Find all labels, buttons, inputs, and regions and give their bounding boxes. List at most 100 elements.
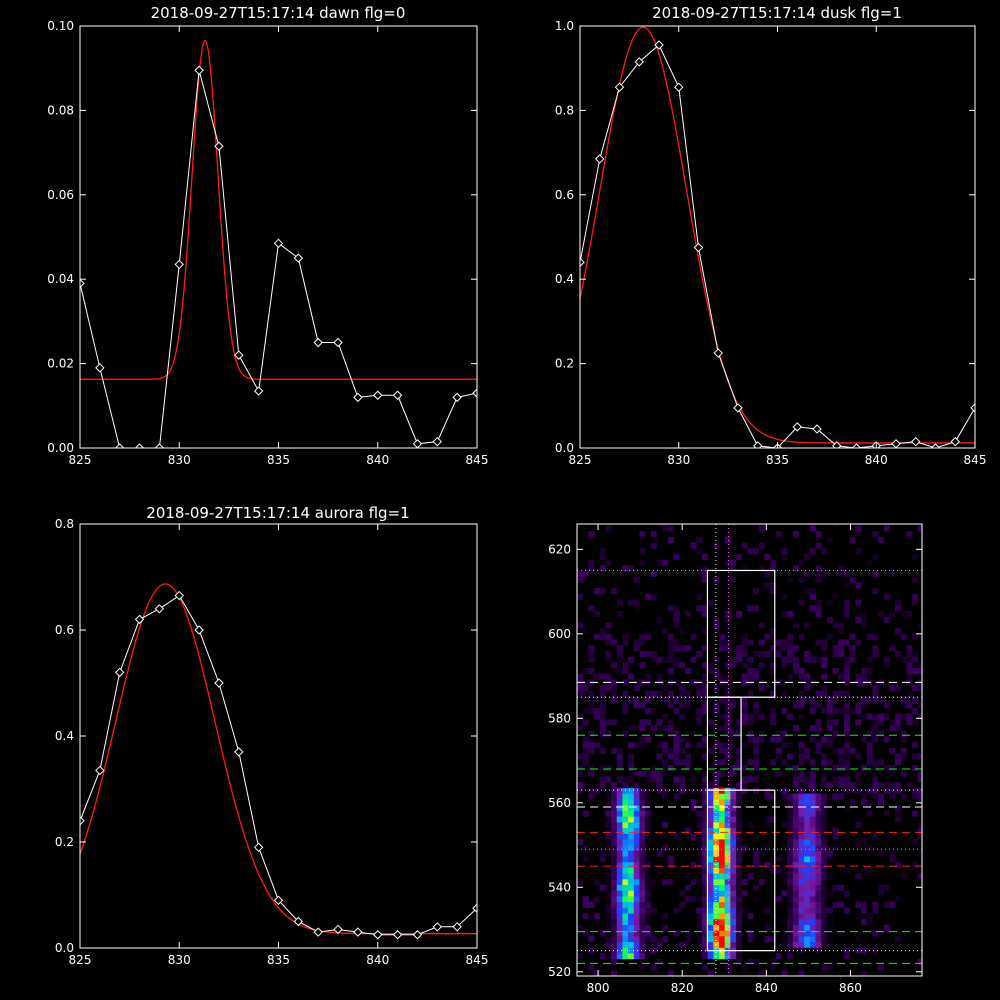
heatmap-cell — [809, 765, 816, 771]
heatmap-cell — [781, 690, 788, 697]
heatmap-cell — [588, 742, 595, 749]
heatmap-cell — [798, 918, 805, 925]
heatmap-cell — [639, 736, 646, 743]
heatmap-cell — [588, 793, 595, 800]
heatmap-cell — [741, 650, 748, 657]
heatmap-cell — [639, 702, 646, 709]
heatmap-cell — [719, 713, 725, 720]
heatmap-cell — [628, 833, 635, 840]
data-point — [353, 392, 363, 403]
heatmap-cell — [684, 827, 691, 834]
heatmap-cell — [843, 776, 850, 783]
heatmap-cell — [701, 707, 708, 714]
heatmap-cell — [736, 879, 743, 886]
heatmap-cell — [667, 730, 674, 737]
heatmap-cell — [798, 844, 805, 851]
heatmap-cell — [582, 719, 589, 726]
heatmap-cell — [679, 782, 686, 789]
heatmap-cell — [673, 736, 680, 743]
heatmap-cell — [815, 611, 822, 618]
heatmap-cell — [736, 753, 743, 760]
heatmap-cell — [855, 787, 862, 794]
heatmap-cell — [599, 713, 606, 720]
heatmap-cell — [809, 588, 816, 595]
heatmap-cell — [656, 958, 663, 965]
heatmap-cell — [758, 730, 765, 737]
heatmap-cell — [838, 793, 845, 800]
heatmap-cell — [849, 787, 856, 794]
heatmap-cell — [588, 702, 595, 709]
heatmap-cell — [633, 873, 640, 880]
heatmap-cell — [701, 936, 708, 943]
heatmap-cell — [599, 884, 606, 891]
heatmap-cell — [645, 901, 652, 908]
heatmap-cell — [673, 753, 680, 760]
heatmap-cell — [866, 747, 873, 754]
heatmap-cell — [701, 896, 708, 903]
heatmap-cell — [826, 713, 833, 720]
heatmap-cell — [656, 742, 663, 749]
heatmap-cell — [843, 713, 850, 720]
heatmap-cell — [798, 559, 805, 566]
heatmap-cell — [582, 844, 589, 851]
heatmap-cell — [611, 839, 618, 846]
heatmap-cell — [645, 736, 652, 743]
heatmap-cell — [826, 616, 833, 623]
heatmap-cell — [895, 650, 902, 657]
heatmap-cell — [605, 656, 612, 663]
heatmap-cell — [815, 599, 822, 606]
heatmap-cell — [730, 559, 737, 566]
data-point — [851, 443, 862, 448]
heatmap-cell — [815, 924, 822, 931]
heatmap-cell — [815, 867, 822, 874]
heatmap-cell — [753, 673, 760, 680]
heatmap-cell — [809, 924, 816, 931]
heatmap-cell — [895, 782, 902, 789]
heatmap-cell — [843, 690, 850, 697]
heatmap-cell — [821, 548, 828, 555]
heatmap-cell — [713, 867, 720, 874]
heatmap-cell — [633, 850, 640, 857]
heatmap-cell — [826, 793, 833, 800]
heatmap-cell — [736, 896, 743, 903]
heatmap-cell — [792, 907, 799, 914]
heatmap-cell — [809, 941, 816, 948]
heatmap-cell — [895, 804, 902, 811]
heatmap-cell — [582, 571, 589, 578]
heatmap-cell — [696, 685, 703, 692]
heatmap-cell — [747, 713, 754, 720]
heatmap-cell — [719, 770, 725, 777]
heatmap-cell — [673, 622, 680, 629]
heatmap-cell — [713, 879, 720, 886]
heatmap-cell — [719, 804, 725, 811]
heatmap-cell — [792, 725, 799, 732]
heatmap-cell — [736, 787, 743, 794]
heatmap-cell — [730, 839, 737, 846]
heatmap-cell — [792, 930, 799, 937]
heatmap-cell — [741, 844, 748, 851]
heatmap-cell — [912, 787, 919, 794]
heatmap-cell — [605, 936, 612, 943]
heatmap-cell — [798, 827, 805, 834]
heatmap-cell — [736, 930, 743, 937]
data-point — [392, 930, 403, 940]
heatmap-cell — [616, 645, 623, 652]
heatmap-cell — [798, 856, 805, 863]
heatmap-cell — [656, 719, 663, 726]
heatmap-cell — [798, 668, 805, 675]
heatmap-cell — [730, 524, 737, 526]
data-point — [80, 816, 85, 826]
heatmap-cell — [843, 611, 850, 618]
heatmap-cell — [809, 725, 816, 732]
heatmap-cell — [809, 936, 816, 943]
heatmap-cell — [662, 559, 669, 566]
heatmap-cell — [866, 918, 873, 925]
heatmap-cell — [684, 753, 691, 760]
heatmap-cell — [690, 804, 697, 811]
heatmap-cell — [645, 907, 652, 914]
heatmap-cell — [645, 633, 652, 640]
heatmap-cell — [804, 776, 811, 783]
heatmap-cell — [912, 839, 919, 846]
heatmap-cell — [719, 930, 725, 937]
